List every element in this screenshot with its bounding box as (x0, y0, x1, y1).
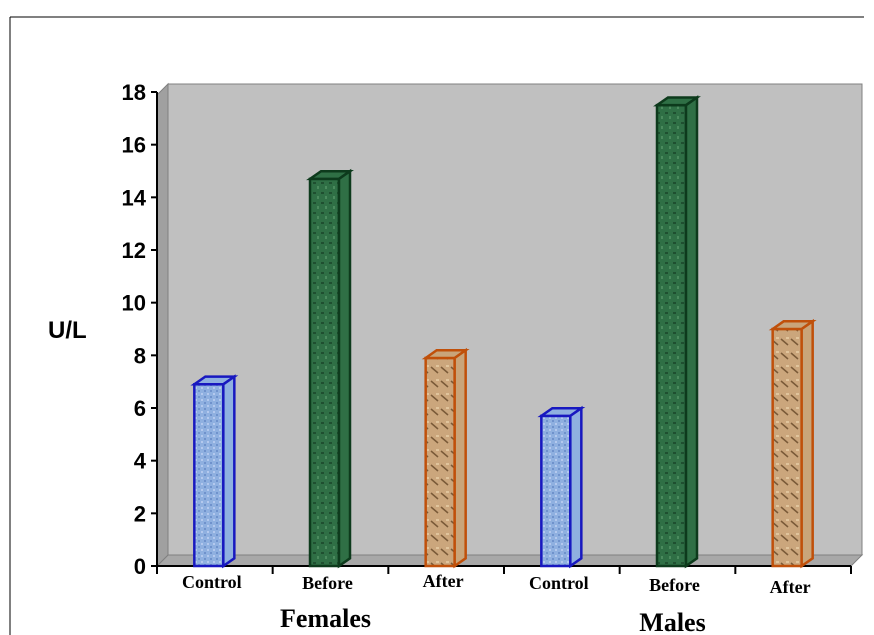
bar-before (306, 168, 354, 569)
y-tick-label: 0 (134, 554, 146, 579)
category-label: Before (649, 575, 700, 595)
bar-side-face (453, 347, 467, 569)
bar-front-face (655, 103, 688, 568)
plot-side-wall (156, 82, 169, 568)
bar-control (537, 405, 586, 569)
bar-control (190, 374, 239, 569)
bar-front-face (193, 383, 225, 568)
y-tick-label: 10 (122, 291, 146, 316)
category-label: After (770, 577, 811, 597)
y-tick-label: 18 (122, 80, 146, 105)
category-label: After (423, 571, 464, 591)
bar-after (421, 347, 470, 569)
y-tick-label: 8 (134, 343, 146, 368)
group-label: Males (639, 608, 705, 635)
y-tick-label: 14 (122, 185, 147, 210)
bar-before (653, 95, 701, 569)
bar-side-face (337, 168, 352, 569)
y-tick-label: 6 (134, 396, 146, 421)
plot-floor (155, 554, 864, 567)
category-label: Before (302, 573, 353, 593)
group-labels: Females Males (280, 604, 706, 635)
bar-front-face (308, 177, 341, 568)
group-label: Females (280, 604, 371, 633)
bar-after (768, 318, 817, 569)
x-axis-ticks (156, 566, 852, 574)
y-axis-ticks: 0 2 4 6 8 10 12 14 16 18 (122, 80, 157, 579)
y-tick-label: 4 (134, 449, 147, 474)
bar-front-face (424, 356, 456, 568)
y-axis-label: U/L (48, 317, 87, 344)
category-label: Control (529, 573, 589, 593)
bars (190, 95, 817, 569)
bar-front-face (540, 414, 572, 568)
bar-side-face (684, 95, 699, 569)
bar-side-face (569, 405, 583, 569)
y-tick-label: 16 (122, 133, 146, 158)
category-labels: Control Before After Control Before After (182, 571, 811, 597)
y-tick-label: 12 (122, 238, 146, 263)
plot-background (167, 83, 863, 556)
bar-side-face (800, 318, 814, 569)
bar-side-face (222, 374, 236, 569)
bar-front-face (771, 327, 803, 568)
y-tick-label: 2 (134, 501, 146, 526)
category-label: Control (182, 572, 242, 592)
